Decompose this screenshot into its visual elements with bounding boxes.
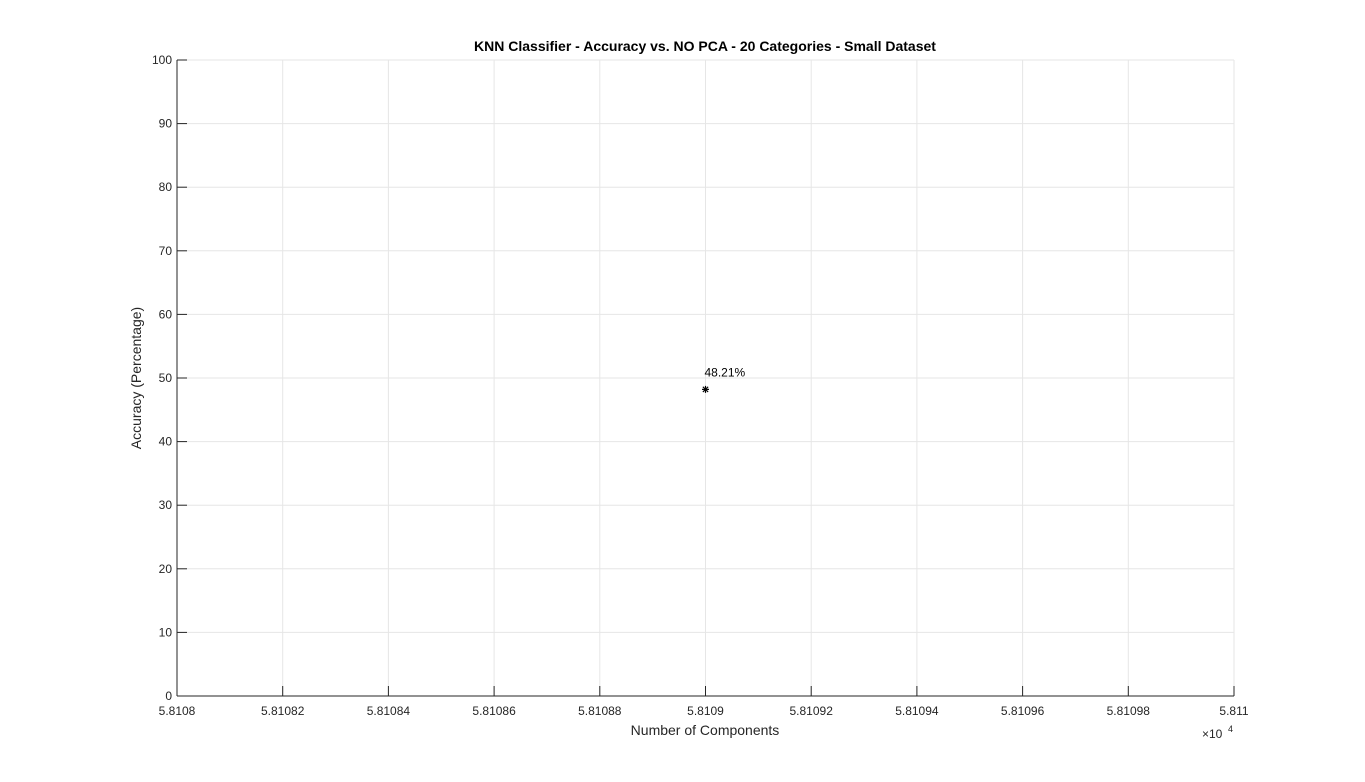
y-axis-ticks: 0 10 20 30 40 50 60 70 80 90 100 — [152, 53, 187, 703]
data-label: 48.21% — [705, 365, 746, 379]
y-tick-label: 30 — [159, 498, 173, 512]
x-axis-ticks: 5.8108 5.81082 5.81084 5.81086 5.81088 5.8109… — [159, 686, 1249, 718]
x-tick-label: 5.81096 — [1001, 704, 1045, 718]
x-tick-label: 5.81086 — [472, 704, 516, 718]
data-points: 48.21% — [702, 365, 746, 393]
y-tick-label: 0 — [165, 689, 172, 703]
x-tick-label: 5.81082 — [261, 704, 305, 718]
x-tick-label: 5.81094 — [895, 704, 939, 718]
y-tick-label: 60 — [159, 307, 173, 321]
y-tick-label: 70 — [159, 244, 173, 258]
y-axis-title: Accuracy (Percentage) — [128, 307, 144, 449]
x-tick-label: 5.81098 — [1107, 704, 1151, 718]
x-tick-label: 5.81088 — [578, 704, 622, 718]
y-tick-label: 80 — [159, 180, 173, 194]
y-tick-label: 50 — [159, 371, 173, 385]
y-tick-label: 40 — [159, 435, 173, 449]
x-tick-label: 5.81084 — [367, 704, 411, 718]
y-tick-label: 90 — [159, 117, 173, 131]
y-tick-label: 20 — [159, 562, 173, 576]
x-tick-label: 5.811 — [1219, 704, 1248, 718]
data-point — [702, 385, 709, 393]
chart-title: KNN Classifier - Accuracy vs. NO PCA - 2… — [474, 38, 936, 54]
x-exponent-base: ×10 — [1202, 727, 1223, 741]
x-tick-label: 5.8109 — [687, 704, 724, 718]
x-tick-label: 5.81092 — [790, 704, 834, 718]
y-tick-label: 10 — [159, 625, 173, 639]
x-axis-title: Number of Components — [631, 722, 780, 738]
y-tick-label: 100 — [152, 53, 172, 67]
x-exponent-power: 4 — [1228, 724, 1233, 734]
x-tick-label: 5.8108 — [159, 704, 196, 718]
